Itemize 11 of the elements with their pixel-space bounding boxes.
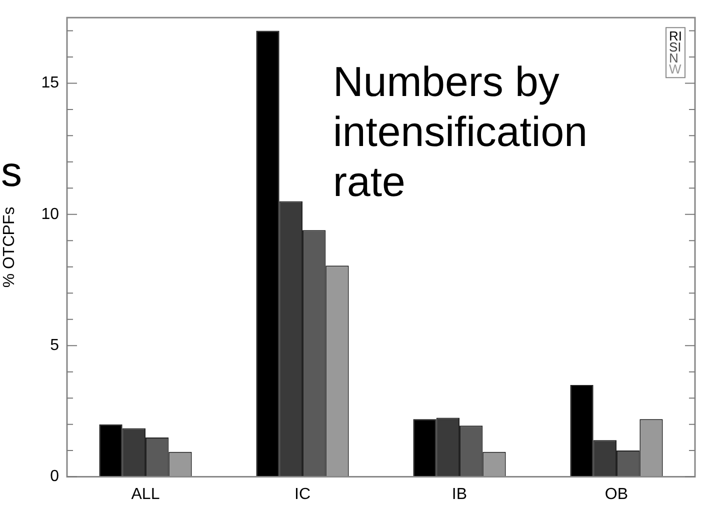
y-tick-label: 15: [41, 74, 60, 92]
y-tick-label: 10: [41, 206, 60, 223]
x-tick-label: OB: [604, 486, 628, 503]
x-tick-label: ALL: [131, 486, 160, 503]
y-axis-title: % OTCPFs: [1, 206, 18, 288]
y-tick-label: 5: [50, 337, 60, 354]
y-tick-label: 0: [50, 468, 60, 486]
annotation: Numbers by intensification rate: [333, 58, 588, 205]
x-tick-label: IB: [452, 486, 468, 503]
text: s: [1, 148, 22, 195]
x-tick-label: IC: [294, 486, 310, 503]
